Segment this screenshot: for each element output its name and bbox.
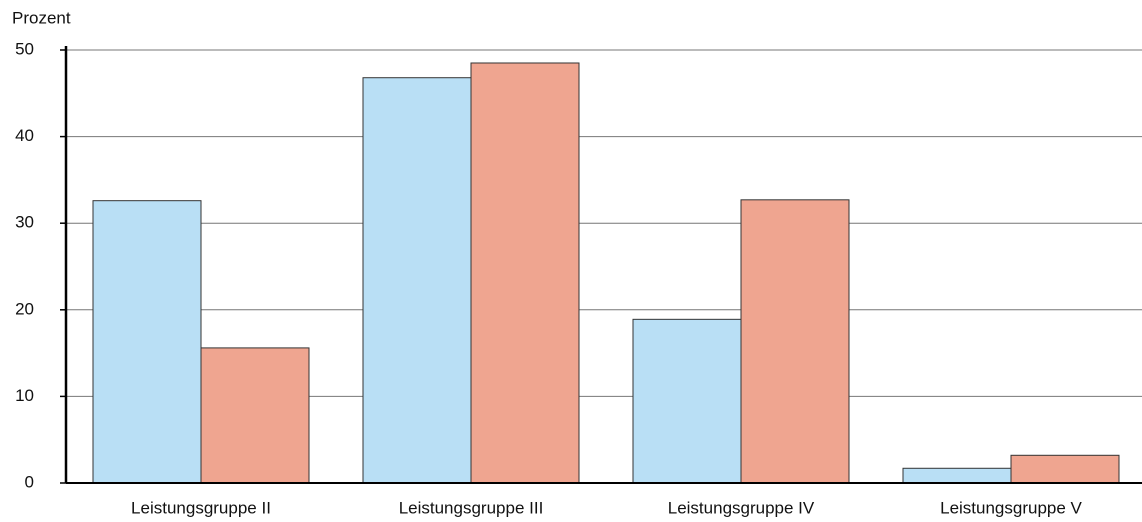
x-tick-label: Leistungsgruppe III xyxy=(399,498,544,517)
y-tick-label: 50 xyxy=(15,39,34,58)
y-tick-label: 0 xyxy=(25,472,34,491)
bar xyxy=(902,467,1012,484)
bar xyxy=(1010,454,1120,484)
y-tick-label: 10 xyxy=(15,386,34,405)
y-tick-label: 40 xyxy=(15,126,34,145)
x-tick-label: Leistungsgruppe IV xyxy=(668,498,815,517)
x-tick-label: Leistungsgruppe II xyxy=(131,498,271,517)
x-tick-label: Leistungsgruppe V xyxy=(940,498,1082,517)
y-tick-label: 30 xyxy=(15,213,34,232)
bar xyxy=(740,199,850,484)
bar xyxy=(92,200,202,484)
bar xyxy=(200,347,310,484)
bar xyxy=(470,62,580,484)
y-axis-label: Prozent xyxy=(12,8,71,27)
bar xyxy=(362,77,472,484)
y-tick-label: 20 xyxy=(15,299,34,318)
bar xyxy=(632,318,742,484)
